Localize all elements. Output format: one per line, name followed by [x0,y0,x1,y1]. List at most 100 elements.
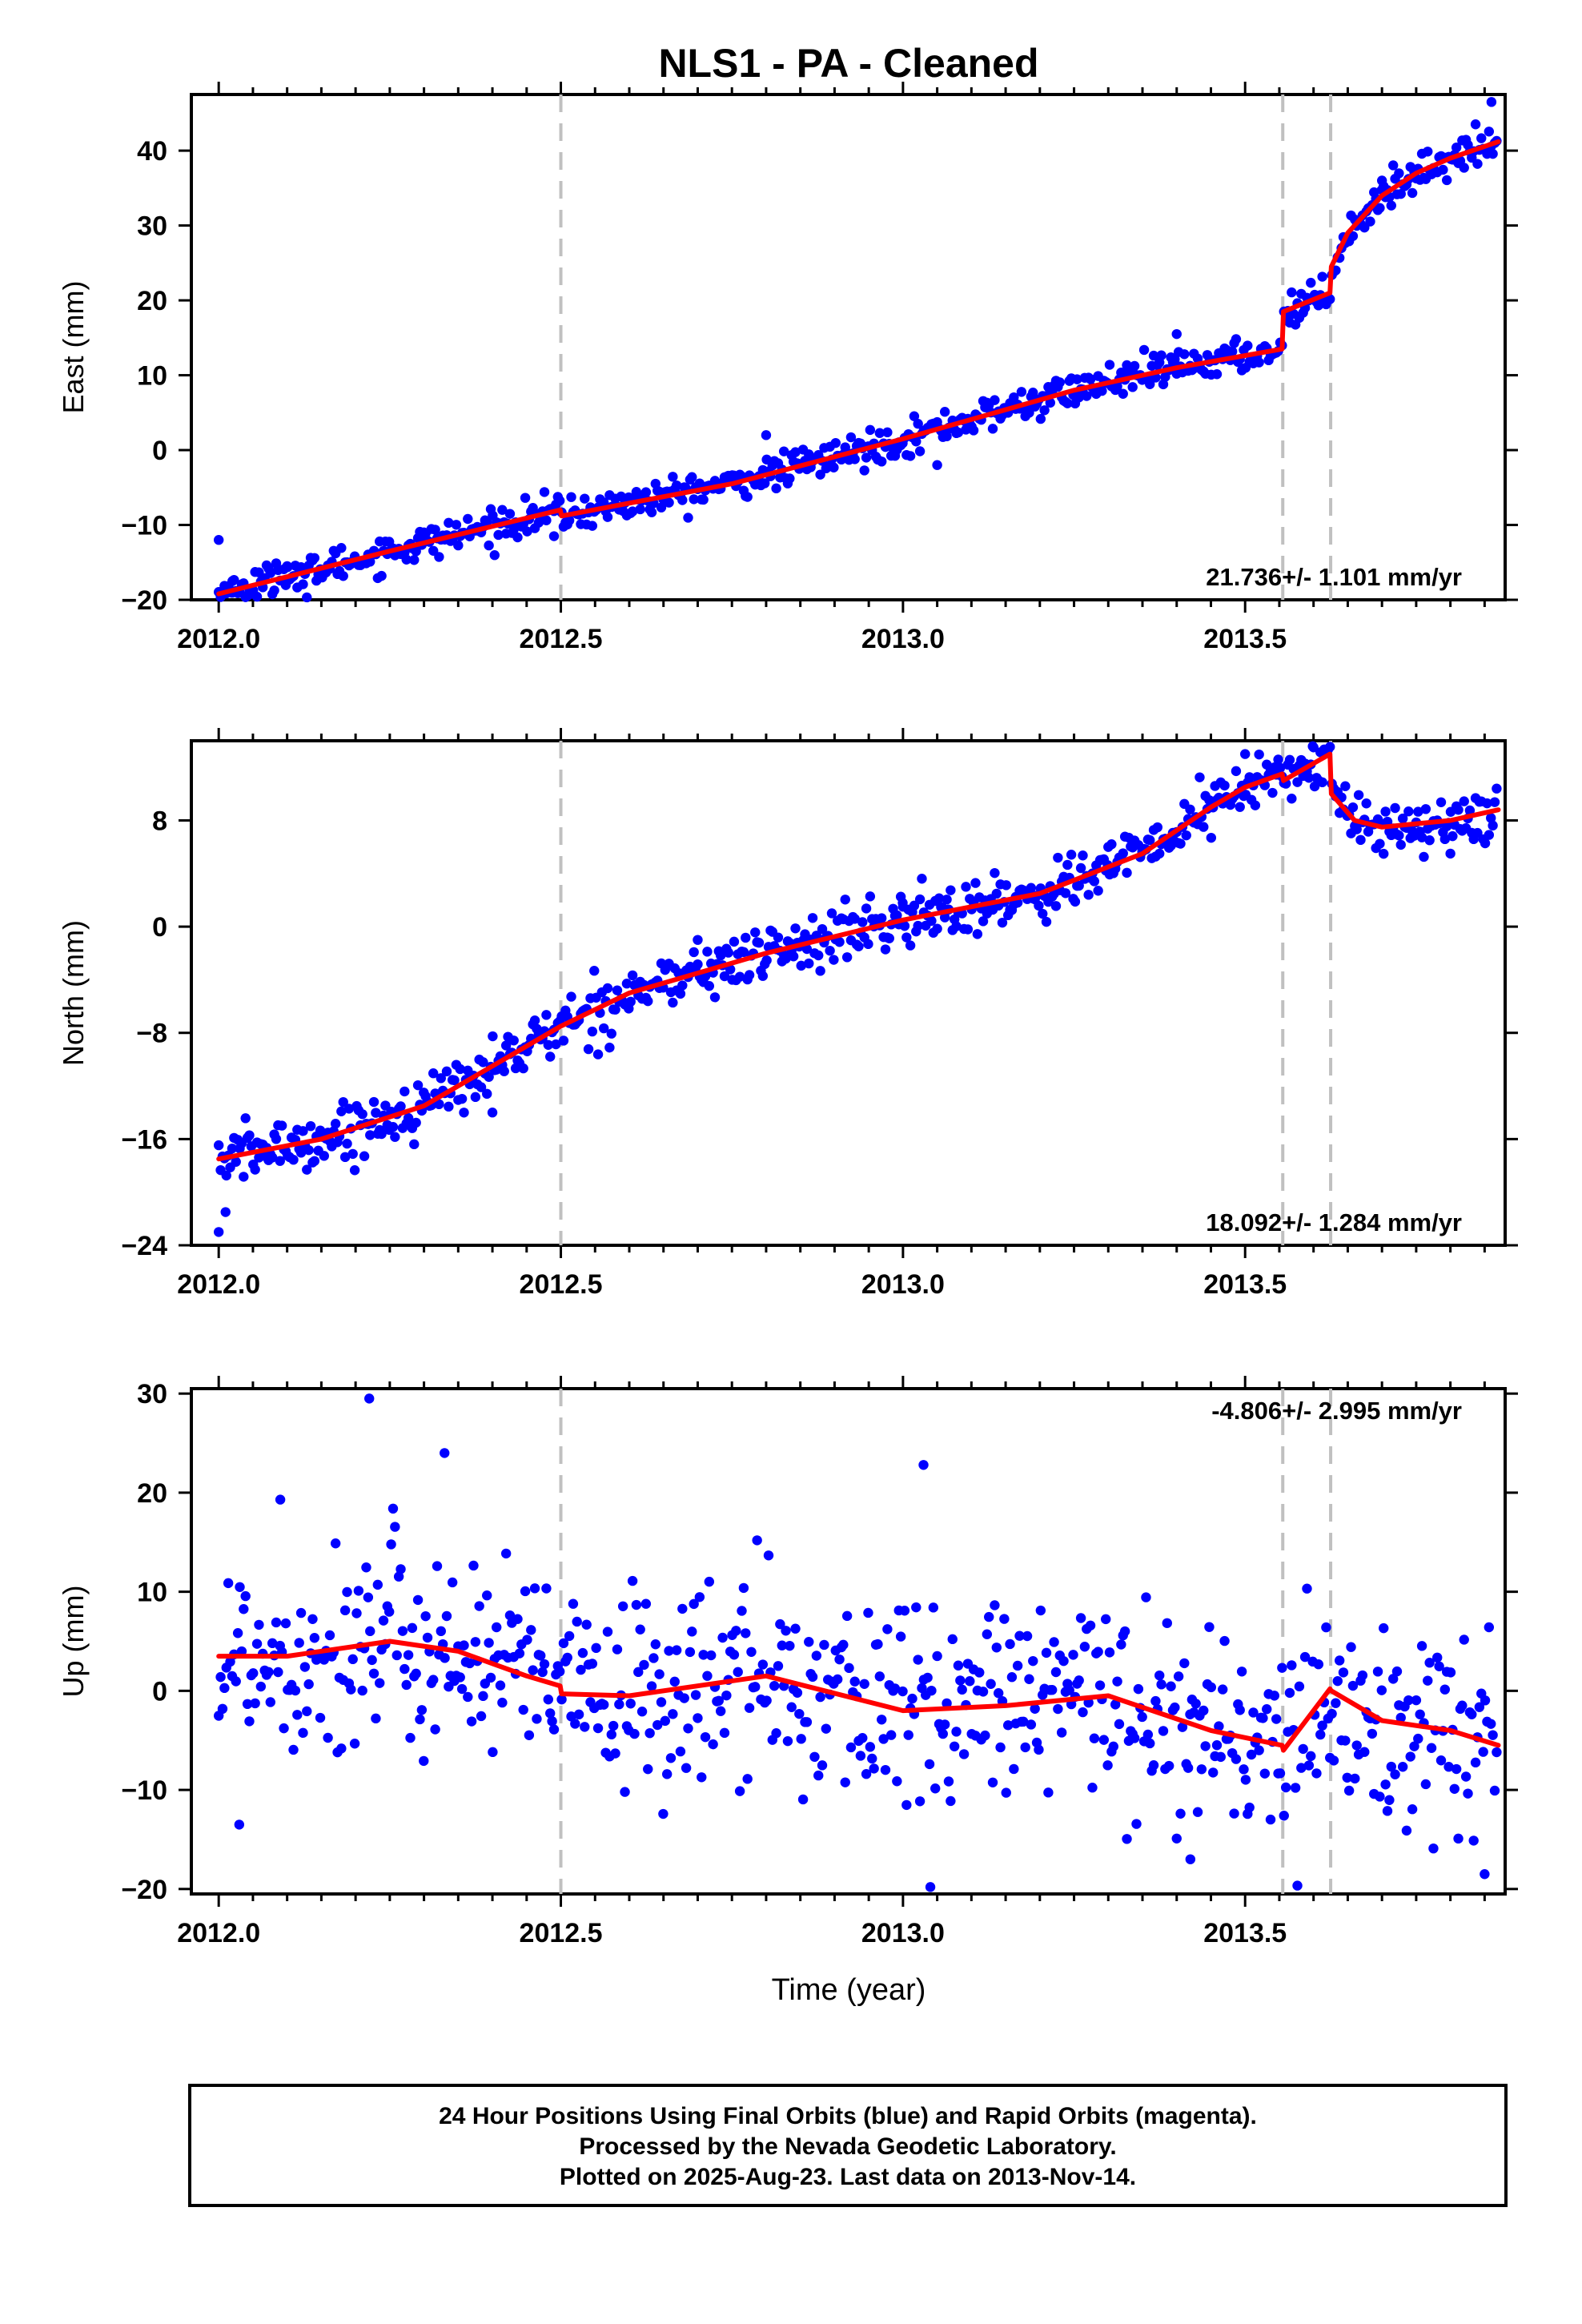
data-point [865,424,876,436]
data-point [529,1015,540,1026]
data-point [1246,1749,1257,1760]
data-point [1390,1769,1400,1779]
data-point [1357,1670,1368,1681]
data-point [801,1717,813,1727]
x-tick-label: 2012.5 [520,624,603,654]
data-point [309,1156,320,1166]
data-point [865,1742,876,1752]
data-point [841,1610,853,1622]
data-point [522,1634,532,1645]
data-point [1327,1708,1337,1719]
data-point [1016,387,1027,397]
data-point [1317,271,1327,282]
data-point [677,495,688,505]
data-point [951,921,962,931]
data-point [456,1093,468,1104]
data-point [1325,742,1335,752]
plot-frame [190,1387,1507,1896]
data-point [665,1753,677,1763]
data-point [315,1712,326,1723]
data-point [1271,1714,1282,1724]
data-point [1012,1660,1023,1671]
data-point [913,1655,923,1665]
data-point [347,1654,358,1665]
data-point [299,1662,311,1672]
data-point [1331,1698,1341,1708]
data-point [635,1624,645,1634]
data-point [478,1691,488,1702]
data-point [1060,888,1071,899]
data-point [539,1659,550,1670]
x-tick-label: 2012.5 [520,1269,603,1300]
data-point [1277,1663,1287,1673]
data-point [573,1709,584,1720]
data-point [664,1646,674,1656]
data-point [698,1650,709,1660]
data-point [1459,796,1469,806]
data-point [324,1630,335,1641]
data-point [1387,1674,1399,1684]
data-point [539,487,550,497]
data-point [1435,1755,1447,1766]
data-point [679,1693,689,1703]
data-point [1313,300,1324,311]
data-point [926,1685,937,1696]
data-point [961,882,971,892]
data-point [1131,1819,1142,1829]
data-point [972,929,983,939]
data-point [476,1711,487,1722]
data-point [1024,1674,1034,1684]
data-point [391,1650,402,1661]
data-point [617,1601,628,1611]
data-point [288,1154,299,1165]
data-point [1468,1835,1479,1846]
data-point [702,1671,713,1681]
data-point [1464,805,1476,816]
y-tick-label: −8 [136,1019,167,1049]
data-point [1294,1681,1305,1692]
data-point [1407,1804,1418,1815]
model-line [216,139,1501,597]
data-point [1470,1757,1481,1768]
data-point [295,1148,307,1158]
data-point [367,1655,377,1666]
data-point [700,1731,711,1743]
data-point [1379,1622,1389,1634]
data-point [704,981,715,991]
data-point [738,947,749,958]
data-point [468,1560,479,1571]
data-point [1053,1703,1063,1715]
data-point [943,1776,954,1787]
data-point [363,1592,374,1602]
data-point [897,902,909,912]
data-point [815,1691,825,1703]
data-point [750,927,761,938]
data-point [1211,369,1223,380]
y-tick-label: 40 [137,136,167,167]
data-point [478,1057,488,1068]
data-point [946,885,956,895]
data-point [1486,1719,1496,1729]
data-point [1114,1719,1125,1730]
data-point [1028,388,1038,398]
data-point [901,1799,912,1811]
data-point [610,1004,620,1015]
data-point [1156,1679,1166,1690]
data-point [476,1082,487,1092]
data-point [482,517,492,527]
data-point [1411,1695,1422,1706]
data-point [738,1582,749,1594]
data-point [248,1668,259,1679]
data-point [459,1108,469,1118]
data-point [877,456,887,467]
data-point [995,1742,1006,1753]
data-point [353,1586,364,1596]
data-point [1112,1676,1122,1687]
data-point [723,947,733,958]
data-point [298,1727,308,1739]
data-point [914,894,926,905]
data-point [1072,374,1082,384]
data-point [1334,1655,1345,1666]
data-point [1020,1742,1030,1753]
data-point [838,1639,849,1651]
